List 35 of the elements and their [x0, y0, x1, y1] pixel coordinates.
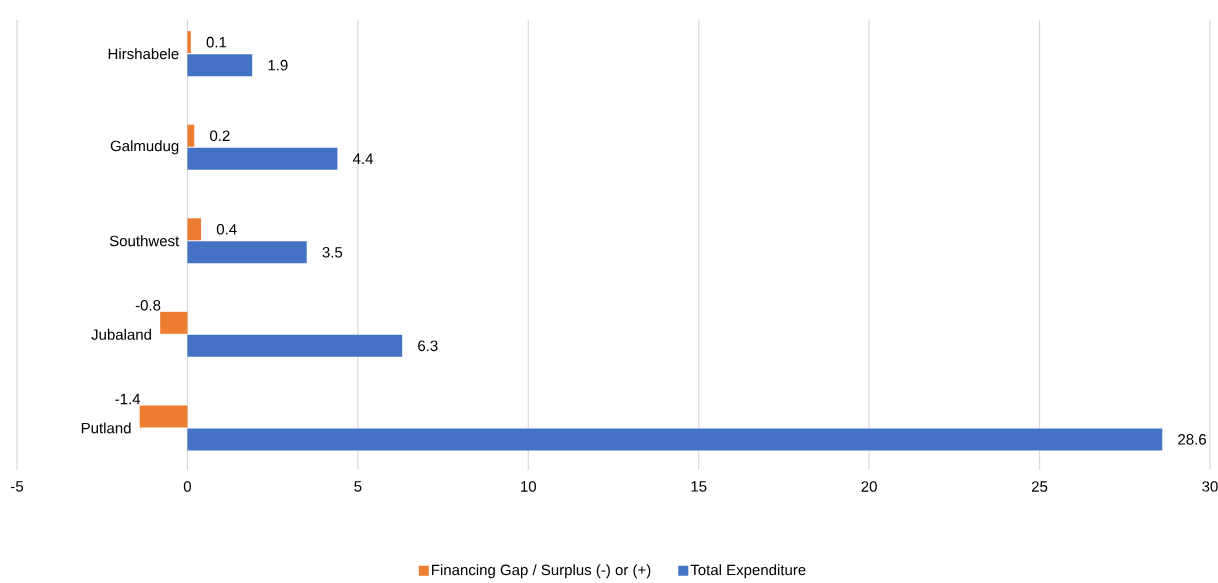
y-tick-label: Jubaland: [91, 328, 151, 340]
bar: [187, 428, 1163, 451]
y-tick-label: Hirshabele: [108, 48, 179, 60]
data-label: 4.4: [352, 153, 374, 164]
bar: [139, 405, 188, 428]
bar: [187, 124, 195, 147]
bar: [187, 54, 253, 77]
data-label: -1.4: [115, 393, 141, 405]
data-label: -0.8: [135, 300, 161, 311]
legend-label: Financing Gap / Surplus (-) or (+): [432, 564, 651, 579]
x-tick-label: -5: [11, 481, 24, 492]
y-tick-label: Galmudug: [110, 140, 179, 155]
x-tick-label: 20: [861, 481, 877, 492]
data-label: 0.1: [206, 36, 227, 48]
x-tick-label: 5: [354, 481, 362, 492]
y-tick-label: Putland: [81, 422, 131, 434]
legend-label: Total Expenditure: [690, 564, 806, 579]
bar: [187, 218, 202, 241]
data-label: 6.3: [418, 340, 438, 352]
data-label: 1.9: [268, 59, 288, 71]
data-label: 0.4: [216, 223, 237, 235]
bar: [187, 147, 338, 170]
bar: [160, 311, 188, 334]
bar: [187, 241, 307, 264]
x-tick-label: 10: [521, 481, 537, 492]
data-label: 0.2: [210, 130, 230, 142]
x-tick-label: 15: [691, 481, 707, 492]
data-label: 3.5: [322, 246, 343, 258]
bar: [187, 334, 403, 357]
y-tick-label: Southwest: [109, 235, 180, 247]
x-tick-label: 0: [183, 481, 192, 492]
x-tick-label: 25: [1031, 481, 1048, 492]
bar: [187, 31, 191, 54]
x-tick-label: 30: [1202, 481, 1218, 492]
data-label: 28.6: [1178, 434, 1206, 445]
